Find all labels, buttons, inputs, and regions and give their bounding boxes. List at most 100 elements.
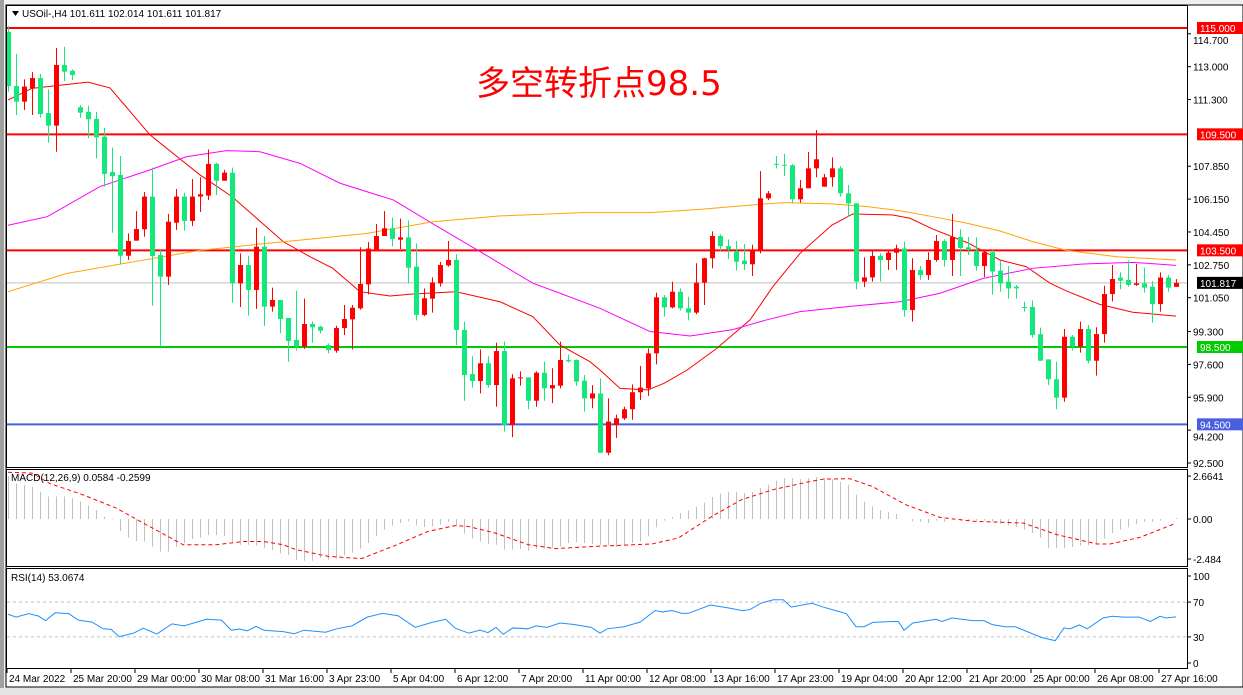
candle-body [862,277,867,282]
candle [158,249,163,347]
candle-body [1070,336,1075,347]
candle [1046,359,1051,386]
candle-body [46,113,51,126]
candle [854,203,859,290]
main-panel[interactable] [6,5,1188,468]
candle [374,224,379,251]
time-tick-label: 24 Mar 2022 [9,674,66,685]
price-tick-label: 94.200 [1193,432,1224,443]
candle [718,234,723,251]
candle [758,171,763,254]
candle-body [414,266,419,315]
candle-body [158,254,163,277]
candle-body [774,163,779,165]
candle [918,265,923,280]
candle-body [574,359,579,382]
candle [614,414,619,439]
candle [878,253,883,282]
time-tick-label: 7 Apr 20:00 [521,674,573,685]
candle-body [174,196,179,223]
candle-body [286,318,291,342]
candle [70,69,75,81]
candle [670,281,675,309]
candle [414,243,419,321]
candle [46,89,51,143]
candle-body [102,136,107,174]
candle-body [518,377,523,379]
candle [766,190,771,201]
candle-body [654,297,659,354]
candle [406,220,411,284]
candle [526,377,531,410]
candle [814,130,819,178]
time-axis: 24 Mar 2022 25 Mar 20:00 29 Mar 00:00 30 Ma… [6,669,1218,685]
candle [998,260,1003,292]
candle-body [270,300,275,307]
candle [502,341,507,432]
triangle-down-icon[interactable] [12,11,19,16]
candle-body [790,165,795,200]
candle-body [1166,277,1171,288]
annotation-text: 多空转折点98.5 [476,64,722,104]
candle [606,398,611,456]
macd-panel[interactable] [6,469,1188,567]
candle [126,233,131,260]
candle-body [246,265,251,290]
candle [774,155,779,169]
candle-body [206,163,211,196]
candle-body [222,172,227,181]
candle-body [1062,336,1067,398]
price-tick-label: 114.700 [1193,36,1229,47]
price-tick-label: 106.150 [1193,195,1230,206]
time-tick-label: 31 Mar 16:00 [265,674,324,685]
candle [550,368,555,404]
candle [1110,265,1115,302]
candle-body [742,260,747,265]
candle [166,213,171,285]
candle-body [1086,329,1091,361]
candle-body [670,291,675,308]
price-tick-label: 102.750 [1193,261,1230,272]
candle [206,149,211,201]
left-window-edge [0,0,4,695]
candle [870,249,875,282]
macd-signal-line [7,471,1177,560]
candle [1078,321,1083,353]
candle [1126,260,1131,287]
candle [1102,285,1107,343]
time-tick-label: 30 Mar 08:00 [201,674,260,685]
candle [438,261,443,287]
candle-body [478,363,483,382]
candle-body [22,86,27,102]
candle-body [422,298,427,315]
time-tick-label: 13 Apr 16:00 [713,674,770,685]
candle [230,167,235,303]
candle [742,243,747,271]
candle-body [614,418,619,425]
candle-body [782,164,787,166]
candle [1022,301,1027,312]
candles [7,26,1179,456]
candle [1030,300,1035,338]
candle [318,325,323,334]
candle-body [7,31,11,86]
candle [910,258,915,322]
candle-body [262,246,267,307]
price-tick-label: 95.900 [1193,393,1224,404]
candle-body [678,291,683,309]
candle-body [390,228,395,239]
candle-body [446,260,451,266]
candle-body [638,387,643,393]
candle [990,249,995,295]
candle-body [462,329,467,376]
rsi-panel[interactable] [6,568,1188,669]
current-price-label: 101.817 [1200,279,1237,290]
candle [358,247,363,310]
macd-axis: 2.6641 0.00 -2.484 [1187,472,1224,566]
candle [470,356,475,388]
candle [1174,279,1179,287]
candle-body [494,351,499,386]
price-tick-label: 92.500 [1193,459,1224,470]
candle-body [406,237,411,268]
